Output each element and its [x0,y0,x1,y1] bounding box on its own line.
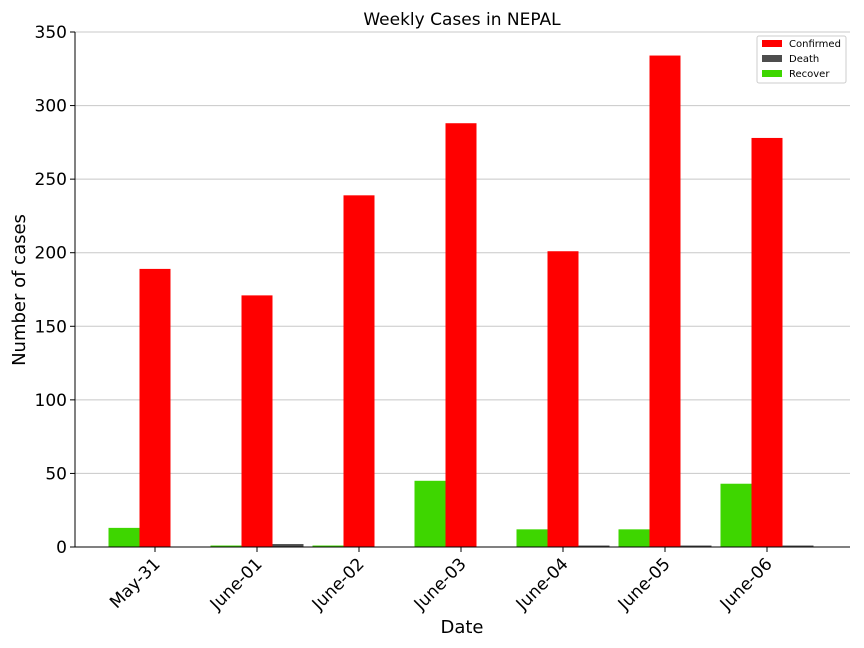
bar-confirmed-june-06 [751,137,783,547]
bar-confirmed-june-04 [547,251,579,547]
bar-death-june-06 [782,545,814,547]
x-axis-label: Date [440,617,483,638]
legend-swatch-death [762,55,782,62]
y-tick-label: 300 [35,97,67,117]
y-tick-label: 250 [35,170,67,190]
x-tick-label: June-06 [716,554,777,615]
bar-recover-june-05 [618,529,650,547]
x-tick-label: May-31 [106,554,164,612]
bar-death-june-05 [680,545,712,547]
bar-confirmed-june-02 [343,195,375,548]
y-tick-label: 50 [45,464,67,484]
axes [74,32,850,548]
bar-confirmed-june-01 [241,295,273,547]
legend-label-death: Death [789,54,819,65]
x-ticks: May-31 June-01 June-02 June-03 June-04 June-0… [106,547,777,615]
bar-recover-june-02 [312,545,344,547]
x-tick-label: June-01 [206,554,267,615]
bar-recover-may-31 [108,527,140,547]
y-tick-label: 200 [35,244,67,264]
legend-label-confirmed: Confirmed [789,39,841,50]
y-tick-label: 100 [35,391,67,411]
legend-label-recover: Recover [789,69,830,80]
bar-recover-june-04 [516,529,548,547]
bar-recover-june-06 [720,483,752,547]
legend-swatch-recover [762,70,782,77]
legend-swatch-confirmed [762,40,782,47]
x-tick-label: June-04 [512,554,573,615]
y-tick-label: 150 [35,317,67,337]
y-tick-label: 350 [35,23,67,43]
bar-death-june-04 [578,545,610,547]
chart-title: Weekly Cases in NEPAL [363,10,561,30]
y-ticks: 0 50 100 150 200 250 300 350 [35,23,75,558]
bar-death-june-01 [272,544,304,547]
x-tick-label: June-02 [308,554,369,615]
y-axis-label: Number of cases [9,214,30,366]
bar-confirmed-may-31 [139,268,171,547]
x-tick-label: June-03 [410,554,471,615]
legend: Confirmed Death Recover [756,35,847,84]
bar-confirmed-june-03 [445,123,477,547]
y-tick-label: 0 [56,538,67,558]
bar-recover-june-03 [414,480,446,547]
x-tick-label: June-05 [614,554,675,615]
bar-confirmed-june-05 [649,55,681,548]
bar-recover-june-01 [210,545,242,547]
bars [108,55,814,548]
